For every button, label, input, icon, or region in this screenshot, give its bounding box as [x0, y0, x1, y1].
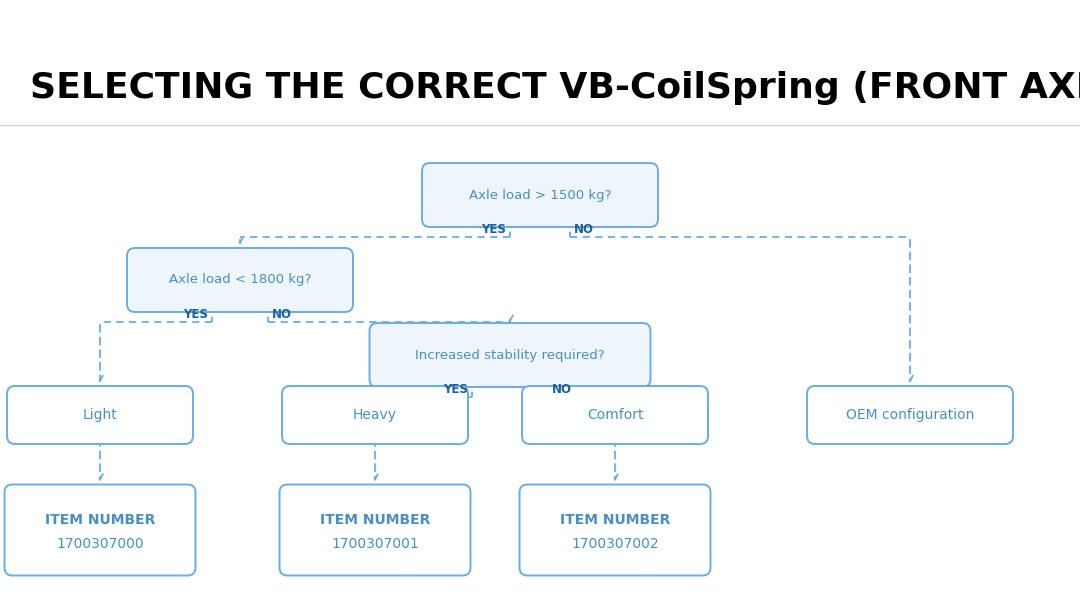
Text: YES: YES: [481, 223, 507, 236]
Text: SELECTING THE CORRECT VB-CoilSpring (FRONT AXLE): SELECTING THE CORRECT VB-CoilSpring (FRO…: [30, 71, 1080, 105]
FancyBboxPatch shape: [280, 485, 471, 576]
FancyBboxPatch shape: [282, 386, 468, 444]
Text: ITEM NUMBER: ITEM NUMBER: [320, 513, 430, 527]
Text: 1700307001: 1700307001: [332, 537, 419, 551]
FancyBboxPatch shape: [519, 485, 711, 576]
Text: YES: YES: [184, 308, 208, 321]
FancyBboxPatch shape: [127, 248, 353, 312]
Text: Heavy: Heavy: [353, 408, 397, 422]
Text: NO: NO: [272, 308, 292, 321]
Text: ITEM NUMBER: ITEM NUMBER: [44, 513, 156, 527]
Text: NO: NO: [573, 223, 594, 236]
Text: ITEM NUMBER: ITEM NUMBER: [559, 513, 671, 527]
Text: NO: NO: [552, 383, 572, 396]
FancyBboxPatch shape: [807, 386, 1013, 444]
FancyBboxPatch shape: [369, 323, 650, 387]
Text: Light: Light: [83, 408, 118, 422]
Text: OEM configuration: OEM configuration: [846, 408, 974, 422]
Text: Increased stability required?: Increased stability required?: [415, 348, 605, 362]
Text: Comfort: Comfort: [586, 408, 644, 422]
FancyBboxPatch shape: [6, 386, 193, 444]
FancyBboxPatch shape: [422, 163, 658, 227]
Text: Axle load < 1800 kg?: Axle load < 1800 kg?: [168, 274, 311, 286]
Text: 1700307000: 1700307000: [56, 537, 144, 551]
FancyBboxPatch shape: [4, 485, 195, 576]
Text: 1700307002: 1700307002: [571, 537, 659, 551]
FancyBboxPatch shape: [522, 386, 708, 444]
Text: YES: YES: [443, 383, 468, 396]
Text: Axle load > 1500 kg?: Axle load > 1500 kg?: [469, 188, 611, 201]
